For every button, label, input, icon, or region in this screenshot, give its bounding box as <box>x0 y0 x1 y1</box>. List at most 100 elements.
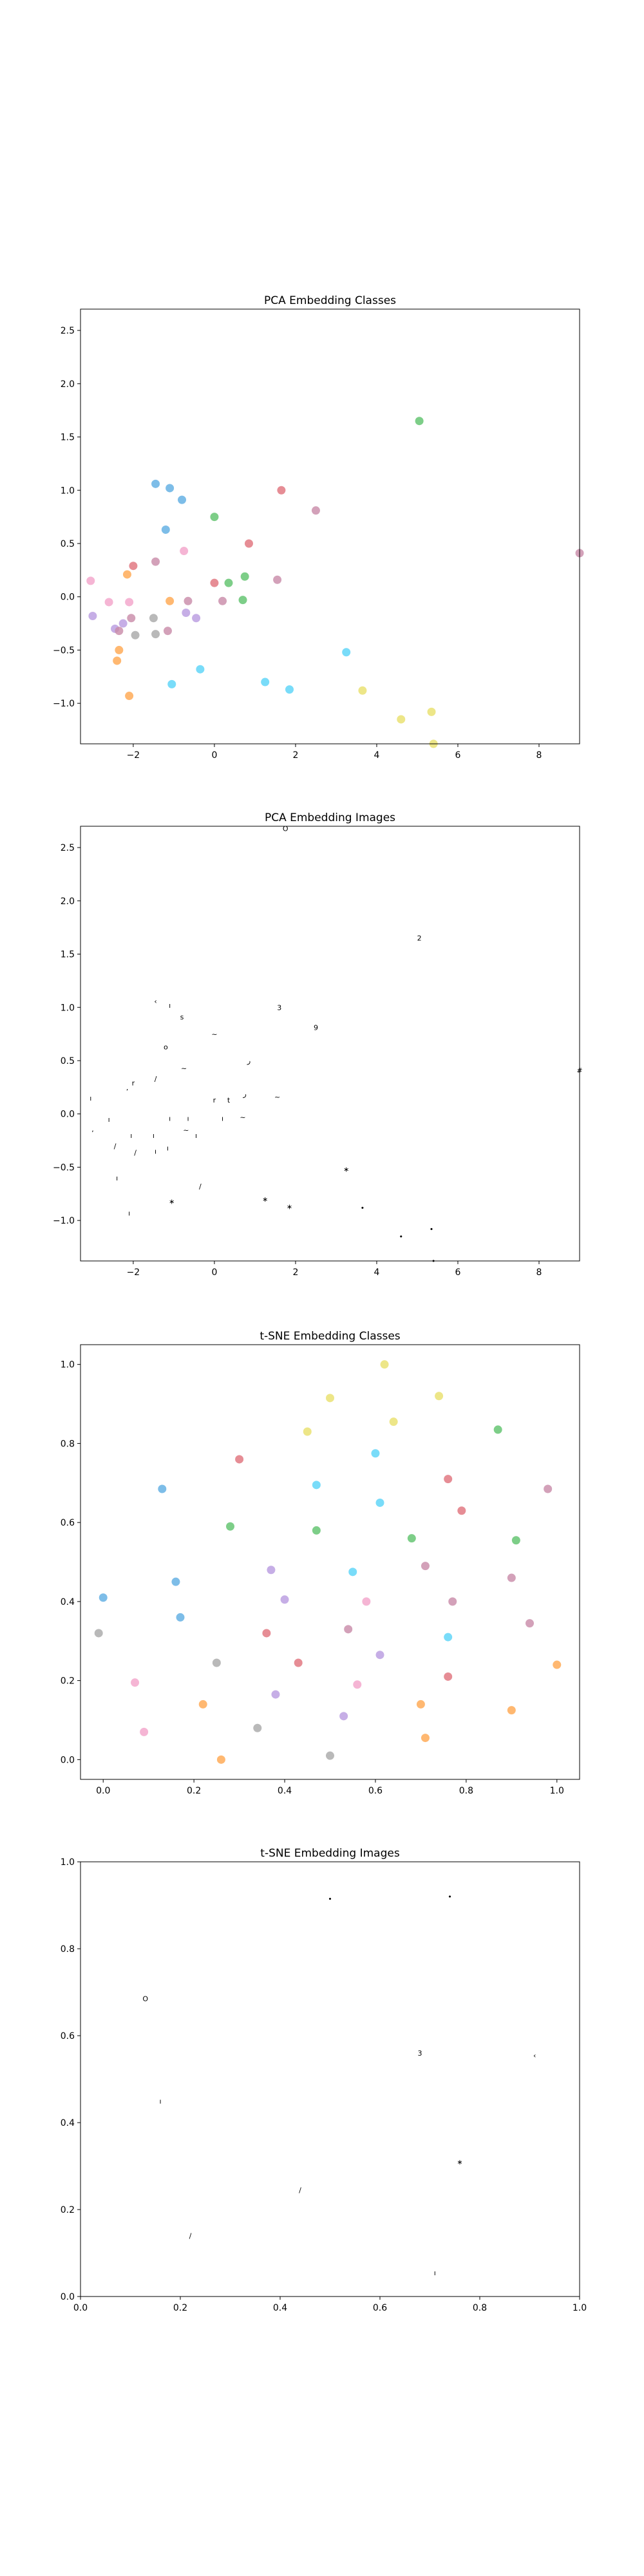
scatter-point <box>311 506 320 515</box>
scatter-point <box>118 619 128 628</box>
image-thumbnail-marker: ı <box>116 1174 118 1182</box>
image-thumbnail-marker: O <box>283 824 289 833</box>
scatter-point <box>235 1455 244 1464</box>
y-tick-label: 1.0 <box>61 486 75 496</box>
y-tick-label: 0.2 <box>61 1676 75 1687</box>
scatter-point <box>389 1417 398 1426</box>
scatter-point <box>161 525 170 534</box>
x-tick-label: 4 <box>374 750 379 761</box>
scatter-point <box>280 1595 289 1604</box>
image-thumbnail-marker: ∕ <box>114 1142 117 1150</box>
x-tick-label: 4 <box>374 1267 379 1278</box>
x-tick-label: 2 <box>292 1267 298 1278</box>
scatter-point <box>261 677 270 687</box>
image-thumbnail-marker: ı <box>169 1114 171 1122</box>
scatter-point <box>303 1427 312 1436</box>
scatter-point <box>416 1700 425 1709</box>
scatter-point <box>397 715 406 724</box>
image-thumbnail-marker: ı <box>90 1094 91 1103</box>
scatter-point <box>88 611 97 620</box>
scatter-point <box>444 1672 453 1681</box>
y-tick-label: 0.0 <box>61 1110 75 1120</box>
scatter-point <box>244 539 253 548</box>
image-thumbnail-marker: 3 <box>277 1003 281 1012</box>
y-tick-label: 0.0 <box>61 2292 75 2302</box>
image-thumbnail-marker: ı <box>155 1148 156 1156</box>
image-thumbnail-marker: ı <box>130 1132 132 1140</box>
scatter-point <box>271 1690 280 1699</box>
x-tick-label: 0.6 <box>368 1786 383 1796</box>
image-thumbnail-marker: ∗ <box>343 1166 349 1174</box>
x-tick-label: 0.6 <box>373 2303 387 2313</box>
scatter-point <box>435 1392 444 1401</box>
scatter-point <box>444 1633 453 1642</box>
scatter-point <box>127 614 136 623</box>
chart-title: t-SNE Embedding Images <box>260 1847 400 1860</box>
y-tick-label: −0.5 <box>53 645 75 656</box>
scatter-point <box>285 685 294 694</box>
y-tick-label: 0.8 <box>61 1944 75 1955</box>
scatter-point <box>427 707 436 716</box>
image-thumbnail-marker: ∕ <box>199 1182 202 1191</box>
y-tick-label: −0.5 <box>53 1162 75 1173</box>
scatter-point <box>149 614 158 623</box>
y-tick-label: 2.5 <box>61 843 75 853</box>
scatter-point <box>210 578 219 587</box>
scatter-point <box>192 614 201 623</box>
scatter-point <box>507 1573 516 1582</box>
scatter-point <box>444 1475 453 1484</box>
scatter-point <box>511 1536 520 1545</box>
y-tick-label: 0.5 <box>61 1056 75 1066</box>
x-tick-label: 2 <box>292 750 298 761</box>
scatter-point <box>375 1651 384 1660</box>
image-thumbnail-marker: • <box>361 1204 365 1212</box>
y-tick-label: 0.4 <box>61 1597 75 1607</box>
scatter-point <box>375 1498 384 1507</box>
scatter-point <box>362 1597 371 1606</box>
scatter-point <box>180 547 189 556</box>
scatter-point <box>312 1526 321 1535</box>
scatter-point <box>415 417 424 426</box>
image-thumbnail-marker: ~ <box>240 1113 245 1122</box>
scatter-point <box>104 598 113 607</box>
scatter-point <box>178 495 187 504</box>
scatter-point <box>176 1613 185 1622</box>
scatter-point <box>312 1481 321 1490</box>
image-thumbnail-marker: O <box>142 1995 148 2003</box>
scatter-point <box>184 596 193 605</box>
image-thumbnail-marker: ı <box>153 1132 155 1140</box>
y-tick-label: 1.0 <box>61 1003 75 1013</box>
scatter-point <box>198 1700 207 1709</box>
y-tick-label: 0.2 <box>61 2205 75 2215</box>
image-thumbnail-marker: ∗ <box>287 1203 292 1211</box>
image-thumbnail-marker: s <box>180 1013 184 1021</box>
scatter-point <box>158 1484 167 1493</box>
x-tick-label: 0 <box>211 1267 217 1278</box>
scatter-point <box>348 1567 357 1577</box>
image-thumbnail-marker: o <box>164 1043 168 1051</box>
scatter-point <box>457 1506 466 1515</box>
x-tick-label: 8 <box>536 1267 542 1278</box>
scatter-point <box>216 1755 225 1764</box>
image-thumbnail-marker: • <box>430 1225 434 1233</box>
scatter-point <box>131 1678 140 1687</box>
image-thumbnail-marker: ∗ <box>457 2158 462 2166</box>
y-tick-label: 2.0 <box>61 896 75 907</box>
scatter-point <box>421 1562 430 1571</box>
y-tick-label: −1.0 <box>53 1216 75 1226</box>
image-thumbnail-marker: ر <box>243 1090 247 1098</box>
x-tick-label: 1.0 <box>550 1786 564 1796</box>
scatter-point <box>131 630 140 639</box>
image-thumbnail-marker: ‹ <box>533 2051 536 2060</box>
chart-title: PCA Embedding Classes <box>264 294 396 307</box>
scatter-point <box>339 1712 348 1721</box>
x-tick-label: 1.0 <box>573 2303 587 2313</box>
scatter-point <box>226 1522 234 1531</box>
scatter-point <box>380 1360 389 1369</box>
image-thumbnail-marker: • <box>448 1893 452 1901</box>
image-thumbnail-marker: r <box>213 1096 216 1104</box>
tsne-embedding-images-chart: t-SNE Embedding Images• •O3 ‹ı∗ı∕∕ı0.0 0.2 0… <box>61 1847 587 2313</box>
x-tick-label: 0.4 <box>273 2303 287 2313</box>
image-thumbnail-marker: ~ <box>183 1126 189 1135</box>
